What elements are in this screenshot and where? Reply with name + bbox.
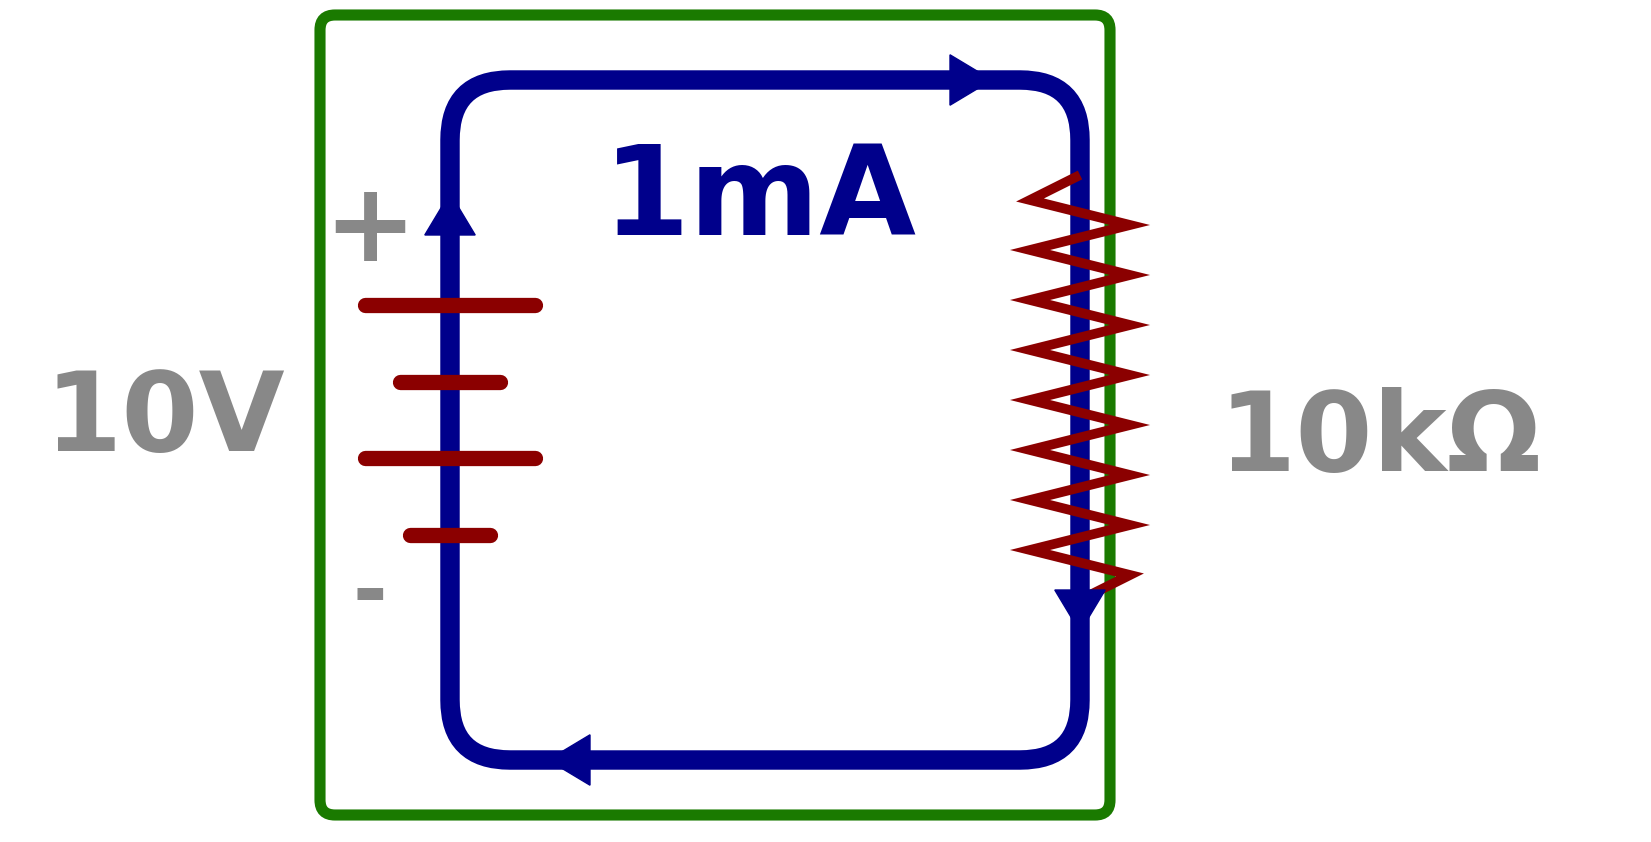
Text: +: + bbox=[324, 177, 416, 284]
Polygon shape bbox=[548, 735, 589, 786]
Polygon shape bbox=[1055, 590, 1105, 632]
Polygon shape bbox=[949, 55, 992, 105]
Text: -: - bbox=[353, 555, 388, 636]
Text: 10kΩ: 10kΩ bbox=[1218, 386, 1542, 493]
Polygon shape bbox=[424, 193, 475, 235]
Text: 10V: 10V bbox=[45, 366, 286, 473]
Text: 1mA: 1mA bbox=[603, 140, 916, 260]
